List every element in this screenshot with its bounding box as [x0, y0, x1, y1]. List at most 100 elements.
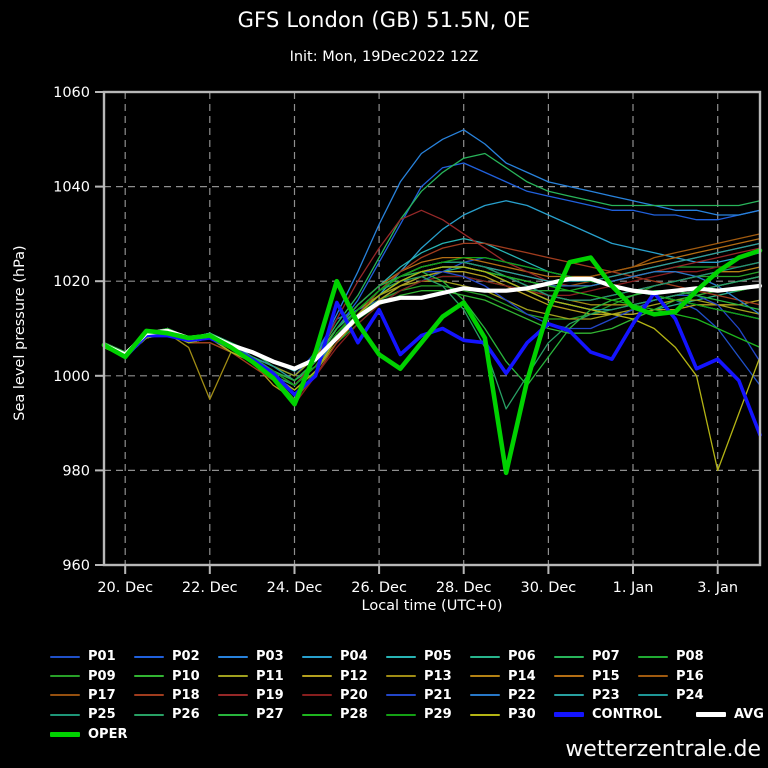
legend-row: P09 P10 P11 P12 P13 P14 P15 P16 — [50, 666, 762, 685]
x-tick-label-20Dec: 20. Dec — [97, 580, 153, 596]
legend-item-P11: P11 — [218, 669, 302, 684]
series-line-AVG — [101, 276, 763, 371]
legend-label-P05: P05 — [424, 649, 452, 665]
legend-swatch-P17 — [50, 694, 80, 697]
legend-swatch-P25 — [50, 713, 80, 716]
legend-item-AVG: AVG — [696, 707, 768, 722]
legend-label-P24: P24 — [676, 687, 704, 703]
legend-label-P07: P07 — [592, 649, 620, 665]
watermark: wetterzentrale.de — [565, 737, 761, 762]
series-line-OPER — [101, 248, 763, 476]
legend-item-P02: P02 — [134, 649, 218, 664]
legend-label-P23: P23 — [592, 687, 620, 703]
legend-swatch-P06 — [470, 655, 500, 658]
legend-item-P08: P08 — [638, 649, 722, 664]
x-tick-label-26Dec: 26. Dec — [351, 580, 407, 596]
legend-swatch-AVG — [696, 712, 726, 718]
legend-row: P25 P26 P27 P28 P29 P30 CONTROL AVG — [50, 705, 764, 724]
legend-swatch-P14 — [470, 675, 500, 678]
legend-swatch-P19 — [218, 694, 248, 697]
x-tick-label-30Dec: 30. Dec — [521, 580, 577, 596]
x-tick-label-24Dec: 24. Dec — [267, 580, 323, 596]
legend-item-P15: P15 — [554, 669, 638, 684]
page-title: GFS London (GB) 51.5N, 0E — [237, 8, 531, 32]
legend-item-P12: P12 — [302, 669, 386, 684]
legend-row: P01 P02 P03 P04 P05 P06 P07 P08 — [50, 647, 762, 666]
legend-swatch-P03 — [218, 655, 248, 658]
y-tick-label-980: 980 — [62, 463, 90, 479]
legend-label-P09: P09 — [88, 668, 116, 684]
legend-swatch-P26 — [134, 713, 164, 716]
legend-item-OPER: OPER — [50, 727, 134, 742]
legend-item-P19: P19 — [218, 688, 302, 703]
legend-label-P04: P04 — [340, 649, 368, 665]
legend-label-P27: P27 — [256, 707, 284, 723]
legend-swatch-P09 — [50, 675, 80, 678]
y-tick-label-960: 960 — [62, 558, 90, 574]
legend-swatch-P02 — [134, 655, 164, 658]
legend-swatch-P16 — [638, 675, 668, 678]
legend-item-P17: P17 — [50, 688, 134, 703]
legend-label-P03: P03 — [256, 649, 284, 665]
y-tick-label-1060: 1060 — [53, 85, 90, 101]
legend-label-P12: P12 — [340, 668, 368, 684]
legend-swatch-P24 — [638, 694, 668, 697]
legend-swatch-P08 — [638, 655, 668, 658]
series-line-P07 — [103, 152, 761, 377]
legend-label-OPER: OPER — [88, 726, 128, 742]
x-tick-label-1Jan: 1. Jan — [613, 580, 654, 596]
legend-label-P30: P30 — [508, 707, 536, 723]
legend-label-AVG: AVG — [734, 707, 764, 723]
y-tick-label-1000: 1000 — [53, 369, 90, 385]
legend-item-P13: P13 — [386, 669, 470, 684]
legend-swatch-P13 — [386, 675, 416, 678]
legend-swatch-OPER — [50, 731, 80, 737]
legend-label-P15: P15 — [592, 668, 620, 684]
legend-item-P04: P04 — [302, 649, 386, 664]
legend-item-P29: P29 — [386, 707, 470, 722]
legend-swatch-P18 — [134, 694, 164, 697]
legend-swatch-P04 — [302, 655, 332, 658]
plot-frame — [102, 90, 762, 567]
x-tick-label-22Dec: 22. Dec — [182, 580, 238, 596]
x-tick-label-28Dec: 28. Dec — [436, 580, 492, 596]
legend-swatch-P21 — [386, 694, 416, 697]
legend-label-P10: P10 — [172, 668, 200, 684]
legend-row: OPER — [50, 725, 762, 744]
legend-item-P05: P05 — [386, 649, 470, 664]
legend-item-P23: P23 — [554, 688, 638, 703]
legend-swatch-P22 — [470, 694, 500, 697]
legend-label-P19: P19 — [256, 687, 284, 703]
legend-swatch-P27 — [218, 713, 248, 716]
legend-swatch-P12 — [302, 675, 332, 678]
x-tick-label-3Jan: 3. Jan — [697, 580, 738, 596]
legend: P01 P02 P03 P04 P05 P06 P07 P08 P09 P10 P11 P12 P13 P… — [50, 647, 764, 744]
legend-swatch-CONTROL — [554, 712, 584, 718]
legend-swatch-P15 — [554, 675, 584, 678]
legend-label-P26: P26 — [172, 707, 200, 723]
legend-label-P01: P01 — [88, 649, 116, 665]
legend-item-P10: P10 — [134, 669, 218, 684]
legend-item-P14: P14 — [470, 669, 554, 684]
legend-swatch-P07 — [554, 655, 584, 658]
legend-label-P02: P02 — [172, 649, 200, 665]
legend-label-P16: P16 — [676, 668, 704, 684]
legend-item-P25: P25 — [50, 707, 134, 722]
legend-swatch-P30 — [470, 713, 500, 716]
legend-item-P20: P20 — [302, 688, 386, 703]
legend-item-P21: P21 — [386, 688, 470, 703]
legend-item-P27: P27 — [218, 707, 302, 722]
legend-label-P25: P25 — [88, 707, 116, 723]
legend-item-P07: P07 — [554, 649, 638, 664]
legend-swatch-P05 — [386, 655, 416, 658]
legend-label-P06: P06 — [508, 649, 536, 665]
legend-item-P22: P22 — [470, 688, 554, 703]
legend-swatch-P28 — [302, 713, 332, 716]
legend-swatch-P10 — [134, 675, 164, 678]
legend-item-P24: P24 — [638, 688, 722, 703]
legend-label-P13: P13 — [424, 668, 452, 684]
legend-item-P28: P28 — [302, 707, 386, 722]
x-axis-label: Local time (UTC+0) — [361, 598, 503, 614]
legend-item-P30: P30 — [470, 707, 554, 722]
